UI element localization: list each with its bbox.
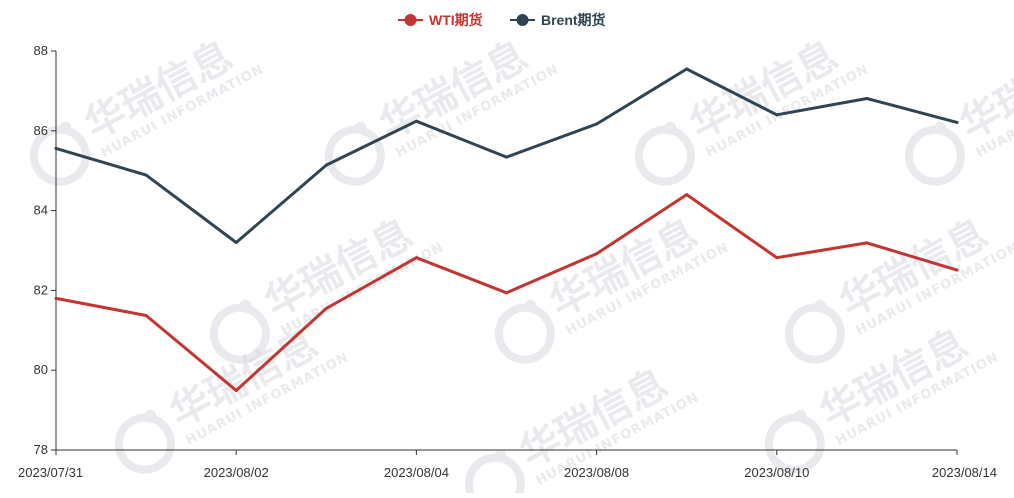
data-point <box>775 113 779 117</box>
watermark-logo <box>29 125 90 186</box>
data-point <box>414 119 418 123</box>
x-tick-label: 2023/08/10 <box>744 465 809 480</box>
watermark-logo <box>904 125 965 186</box>
data-point <box>144 314 148 318</box>
axes: 78 80 82 84 86 88 2023/07/31 2023/08/02 2023/08/… <box>18 43 997 480</box>
x-tick-label: 2023/08/04 <box>384 465 449 480</box>
watermark-logo-dot <box>354 121 367 134</box>
series-layer <box>54 67 959 393</box>
data-point <box>685 67 689 71</box>
data-point <box>505 291 508 295</box>
watermark-logo-dot <box>664 121 677 134</box>
legend-label: Brent期货 <box>541 12 606 28</box>
watermark-logo-dot <box>239 299 252 312</box>
data-point <box>595 122 599 126</box>
data-point <box>54 296 58 300</box>
y-tick-label: 86 <box>34 123 48 138</box>
data-point <box>414 256 418 260</box>
data-point <box>775 256 779 260</box>
watermark-logo <box>209 303 270 364</box>
legend-marker <box>516 14 529 26</box>
x-tick-label: 2023/08/14 <box>932 465 997 480</box>
data-point <box>955 120 959 124</box>
watermark-logo-dot <box>144 409 157 422</box>
legend-marker <box>404 14 417 26</box>
legend-label: WTI期货 <box>429 12 483 28</box>
x-tick-label: 2023/07/31 <box>18 465 83 480</box>
watermark-logo <box>324 125 385 186</box>
data-point <box>505 155 508 159</box>
data-point <box>324 306 328 310</box>
data-point <box>234 241 238 245</box>
watermark-logo <box>764 413 825 474</box>
data-point <box>955 268 959 272</box>
watermark-logo <box>784 303 845 364</box>
watermark-logo-dot <box>814 299 827 312</box>
data-point <box>144 173 148 177</box>
data-point <box>865 241 869 245</box>
watermark-logo-dot <box>524 299 537 312</box>
x-tick-label: 2023/08/02 <box>204 465 269 480</box>
x-tick-label: 2023/08/08 <box>564 465 629 480</box>
legend-item-wti[interactable]: WTI期货 <box>398 12 483 28</box>
watermark-logo-dot <box>934 121 947 134</box>
watermark-logo-dot <box>494 449 507 462</box>
data-point <box>865 96 869 100</box>
data-point <box>234 389 238 393</box>
data-point <box>685 193 689 197</box>
y-tick-label: 84 <box>34 203 48 218</box>
watermark-logo-dot <box>59 121 72 134</box>
y-tick-label: 88 <box>34 43 48 58</box>
y-tick-label: 82 <box>34 282 48 297</box>
watermark-logo <box>114 413 175 474</box>
y-tick-label: 80 <box>34 362 48 377</box>
data-point <box>595 252 599 256</box>
data-point <box>324 163 328 167</box>
y-tick-label: 78 <box>34 442 48 457</box>
data-point <box>54 146 58 150</box>
watermark-logo <box>634 125 695 186</box>
watermark-logo-dot <box>794 409 807 422</box>
watermark-logo <box>494 303 555 364</box>
legend[interactable]: WTI期货 Brent期货 <box>398 12 606 28</box>
legend-item-brent[interactable]: Brent期货 <box>510 12 606 28</box>
